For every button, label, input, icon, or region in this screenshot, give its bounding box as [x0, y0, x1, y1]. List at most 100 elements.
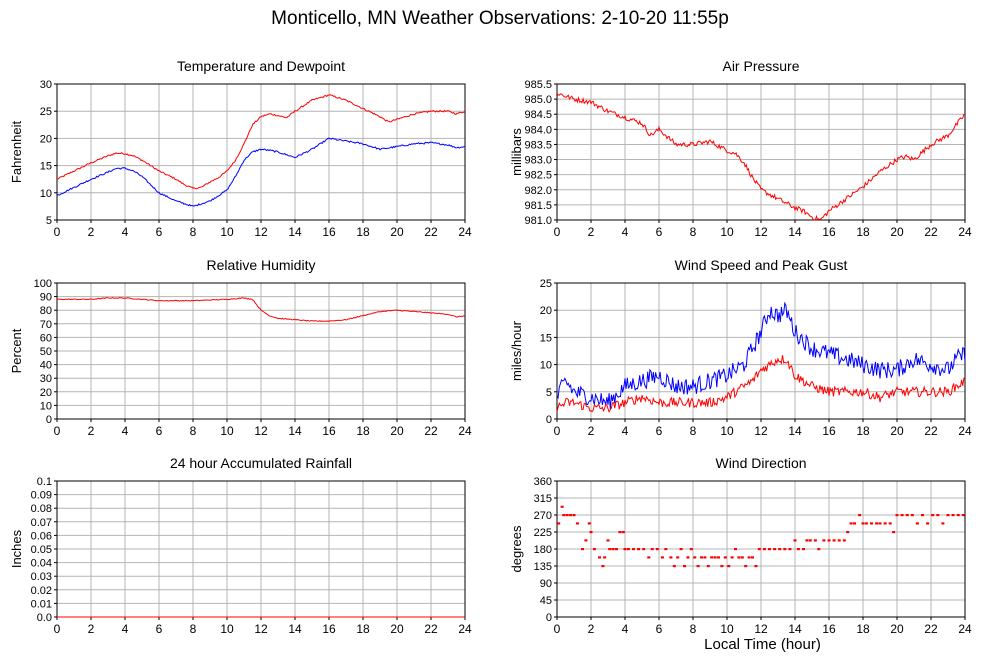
y-tick-label: 100	[34, 278, 52, 290]
scatter-point	[888, 522, 892, 525]
y-tick-label: 981.5	[524, 200, 552, 212]
scatter-point	[751, 556, 754, 559]
x-tick-label: 6	[156, 424, 163, 438]
y-tick-label: 270	[534, 510, 552, 522]
y-axis-label: Inches	[9, 529, 24, 568]
x-tick-label: 6	[656, 424, 663, 438]
chart-title: Wind Speed and Peak Gust	[675, 257, 848, 273]
x-tick-label: 18	[856, 622, 870, 636]
y-tick-label: 5	[46, 215, 52, 227]
x-tick-label: 14	[788, 424, 802, 438]
scatter-point	[931, 514, 935, 517]
y-tick-label: 983.5	[524, 139, 552, 151]
scatter-point	[683, 565, 686, 568]
y-tick-label: 981.0	[524, 215, 552, 227]
x-tick-label: 4	[122, 225, 129, 239]
y-tick-label: 10	[40, 188, 52, 200]
x-tick-label: 20	[890, 225, 904, 239]
scatter-point	[817, 548, 821, 551]
x-tick-label: 4	[622, 225, 629, 239]
y-tick-label: 60	[40, 332, 52, 344]
x-tick-label: 8	[690, 622, 697, 636]
scatter-point	[562, 514, 566, 517]
scatter-point	[601, 565, 605, 568]
x-tick-label: 10	[720, 225, 734, 239]
x-tick-label: 2	[88, 225, 95, 239]
x-tick-label: 8	[190, 225, 197, 239]
x-tick-label: 2	[88, 424, 95, 438]
scatter-point	[861, 522, 865, 525]
scatter-point	[723, 556, 727, 559]
y-tick-label: 25	[540, 278, 552, 290]
scatter-point	[664, 548, 668, 551]
x-tick-label: 18	[356, 225, 370, 239]
y-tick-label: 982.5	[524, 170, 552, 182]
scatter-point	[710, 556, 714, 559]
series-line-red	[556, 355, 966, 413]
scatter-point	[696, 565, 700, 568]
scatter-point	[611, 548, 615, 551]
y-tick-label: 982.0	[524, 185, 552, 197]
scatter-point	[700, 556, 703, 559]
x-tick-label: 6	[156, 225, 163, 239]
y-tick-label: 360	[534, 476, 552, 488]
scatter-point	[892, 531, 896, 534]
x-tick-label: 12	[254, 622, 268, 636]
y-tick-label: 70	[40, 319, 52, 331]
scatter-point	[910, 514, 914, 517]
scatter-point	[740, 556, 744, 559]
y-tick-label: 135	[534, 561, 552, 573]
y-axis-label: Percent	[9, 328, 24, 373]
scatter-point	[883, 522, 887, 525]
scatter-point	[730, 556, 734, 559]
y-tick-label: 0.03	[31, 571, 52, 583]
y-tick-label: 5	[546, 387, 552, 399]
x-tick-label: 22	[924, 622, 938, 636]
y-tick-label: 90	[40, 292, 52, 304]
y-tick-label: 0.1	[37, 476, 52, 488]
x-tick-label: 0	[54, 622, 61, 636]
y-tick-label: 985.0	[524, 94, 552, 106]
scatter-point	[822, 539, 826, 542]
x-tick-label: 6	[656, 622, 663, 636]
y-tick-label: 0.02	[31, 585, 52, 597]
x-tick-label: 22	[424, 225, 438, 239]
y-tick-label: 0.05	[31, 544, 52, 556]
series-line-red	[56, 94, 466, 190]
scatter-point	[598, 556, 601, 559]
y-tick-label: 0	[546, 414, 552, 426]
x-tick-label: 8	[190, 622, 197, 636]
x-tick-label: 12	[754, 622, 768, 636]
y-tick-label: 983.0	[524, 155, 552, 167]
y-tick-label: 80	[40, 305, 52, 317]
x-tick-label: 4	[122, 622, 129, 636]
y-tick-label: 90	[540, 578, 552, 590]
x-tick-label: 0	[54, 225, 61, 239]
scatter-point	[706, 565, 710, 568]
scatter-point	[703, 556, 707, 559]
scatter-point	[846, 531, 850, 534]
scatter-point	[734, 548, 737, 551]
scatter-point	[895, 514, 899, 517]
x-tick-label: 16	[822, 225, 836, 239]
scatter-point	[603, 556, 607, 559]
x-tick-label: 2	[588, 225, 595, 239]
scatter-point	[778, 548, 782, 551]
scatter-point	[875, 522, 879, 525]
scatter-point	[717, 556, 720, 559]
x-tick-label: 16	[822, 622, 836, 636]
scatter-point	[637, 548, 641, 551]
x-tick-label: 14	[288, 225, 302, 239]
scatter-point	[837, 539, 841, 542]
scatter-point	[757, 548, 761, 551]
y-tick-label: 0.08	[31, 503, 52, 515]
scatter-point	[626, 548, 630, 551]
y-tick-label: 0	[546, 612, 552, 624]
x-tick-label: 18	[856, 225, 870, 239]
series-line-blue	[56, 137, 466, 207]
y-tick-label: 315	[534, 493, 552, 505]
